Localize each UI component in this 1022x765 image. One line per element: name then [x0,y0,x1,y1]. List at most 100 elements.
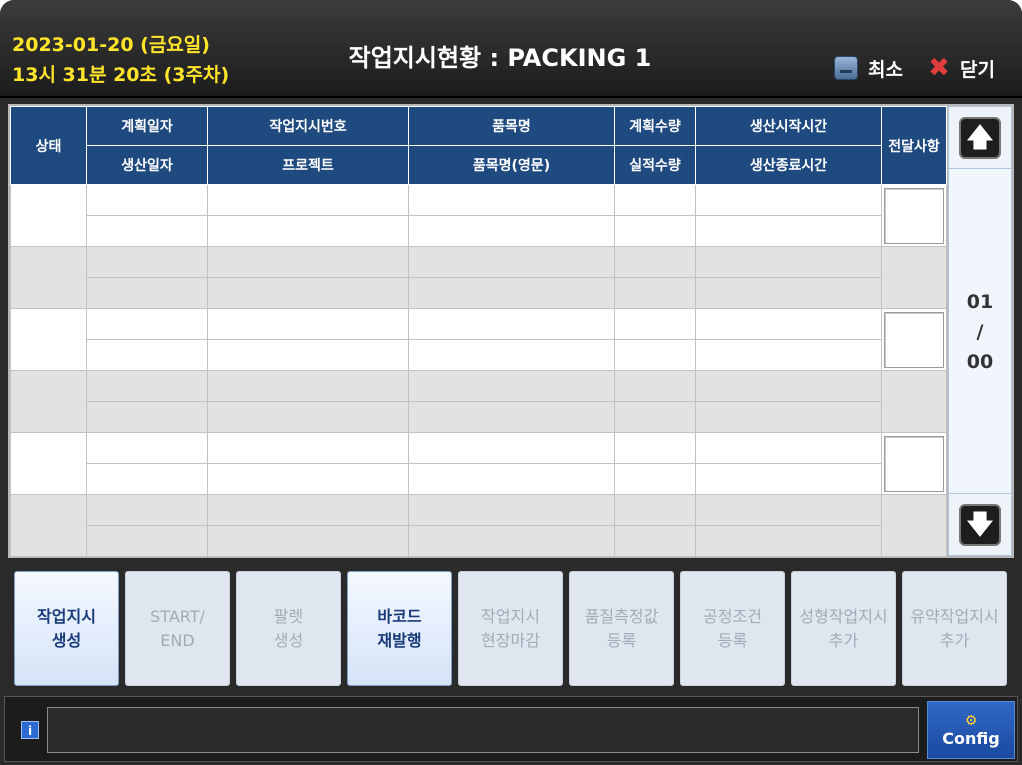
page-down-button[interactable]: 🡇 [949,493,1011,555]
status-cell[interactable] [10,308,87,371]
create-work-order-button[interactable]: 작업지시 생성 [14,571,119,686]
order-no-cell[interactable] [207,370,409,402]
plan-qty-cell[interactable] [614,494,696,526]
message-cell[interactable] [881,246,947,309]
actual-qty-cell[interactable] [614,215,696,247]
page-up-button[interactable]: 🡅 [949,107,1011,169]
prod-date-cell[interactable] [86,339,208,371]
end-time-cell[interactable] [695,401,882,433]
table-row-sub[interactable] [11,339,947,371]
table-row-sub[interactable] [11,401,947,433]
start-end-button[interactable]: START/ END [125,571,230,686]
item-en-cell[interactable] [408,215,615,247]
message-cell[interactable] [881,370,947,433]
status-cell[interactable] [10,432,87,495]
reissue-barcode-button[interactable]: 바코드 재발행 [347,571,452,686]
end-time-cell[interactable] [695,339,882,371]
register-process-condition-button[interactable]: 공정조건 등록 [680,571,785,686]
actual-qty-cell[interactable] [614,277,696,309]
table-row-sub[interactable] [11,215,947,247]
prod-date-cell[interactable] [86,401,208,433]
table-row[interactable] [10,184,947,247]
message-box[interactable] [884,373,944,430]
start-time-cell[interactable] [695,184,882,216]
config-button[interactable]: ⚙ Config [927,701,1015,759]
message-cell[interactable] [881,308,947,371]
table-row[interactable] [10,308,947,371]
table-row-sub[interactable] [11,525,947,557]
status-cell[interactable] [10,370,87,433]
project-cell[interactable] [207,463,409,495]
create-pallet-button[interactable]: 팔렛 생성 [236,571,341,686]
project-cell[interactable] [207,277,409,309]
message-cell[interactable] [881,184,947,247]
status-cell[interactable] [10,184,87,247]
item-en-cell[interactable] [408,525,615,557]
end-time-cell[interactable] [695,463,882,495]
plan-date-cell[interactable] [86,308,208,340]
project-cell[interactable] [207,401,409,433]
table-row[interactable] [10,494,947,557]
plan-date-cell[interactable] [86,184,208,216]
start-time-cell[interactable] [695,432,882,464]
plan-qty-cell[interactable] [614,184,696,216]
prod-date-cell[interactable] [86,525,208,557]
start-time-cell[interactable] [695,494,882,526]
message-cell[interactable] [881,432,947,495]
prod-date-cell[interactable] [86,215,208,247]
project-cell[interactable] [207,525,409,557]
message-box[interactable] [884,311,944,368]
message-box[interactable] [884,187,944,244]
table-row-sub[interactable] [11,277,947,309]
message-box[interactable] [884,249,944,306]
close-button[interactable]: ✖ 닫기 [926,54,995,82]
item-en-cell[interactable] [408,339,615,371]
project-cell[interactable] [207,215,409,247]
plan-date-cell[interactable] [86,246,208,278]
actual-qty-cell[interactable] [614,525,696,557]
actual-qty-cell[interactable] [614,401,696,433]
order-no-cell[interactable] [207,432,409,464]
start-time-cell[interactable] [695,308,882,340]
start-time-cell[interactable] [695,370,882,402]
order-no-cell[interactable] [207,308,409,340]
item-en-cell[interactable] [408,277,615,309]
item-cell[interactable] [408,494,615,526]
order-no-cell[interactable] [207,184,409,216]
message-cell[interactable] [881,494,947,557]
plan-qty-cell[interactable] [614,370,696,402]
item-cell[interactable] [408,246,615,278]
status-cell[interactable] [10,246,87,309]
message-box[interactable] [884,497,944,554]
item-cell[interactable] [408,184,615,216]
item-cell[interactable] [408,432,615,464]
register-quality-button[interactable]: 품질측정값 등록 [569,571,674,686]
plan-qty-cell[interactable] [614,308,696,340]
item-cell[interactable] [408,370,615,402]
minimize-button[interactable]: 최소 [834,54,903,82]
add-molding-order-button[interactable]: 성형작업지시 추가 [791,571,896,686]
close-work-order-button[interactable]: 작업지시 현장마감 [458,571,563,686]
plan-date-cell[interactable] [86,432,208,464]
table-row[interactable] [10,246,947,309]
actual-qty-cell[interactable] [614,463,696,495]
item-en-cell[interactable] [408,401,615,433]
table-row[interactable] [10,370,947,433]
plan-qty-cell[interactable] [614,246,696,278]
end-time-cell[interactable] [695,277,882,309]
table-row[interactable] [10,432,947,495]
plan-date-cell[interactable] [86,370,208,402]
status-cell[interactable] [10,494,87,557]
order-no-cell[interactable] [207,246,409,278]
end-time-cell[interactable] [695,525,882,557]
table-row-sub[interactable] [11,463,947,495]
project-cell[interactable] [207,339,409,371]
add-glaze-order-button[interactable]: 유약작업지시 추가 [902,571,1007,686]
message-box[interactable] [884,435,944,492]
end-time-cell[interactable] [695,215,882,247]
prod-date-cell[interactable] [86,463,208,495]
item-en-cell[interactable] [408,463,615,495]
item-cell[interactable] [408,308,615,340]
plan-date-cell[interactable] [86,494,208,526]
order-no-cell[interactable] [207,494,409,526]
